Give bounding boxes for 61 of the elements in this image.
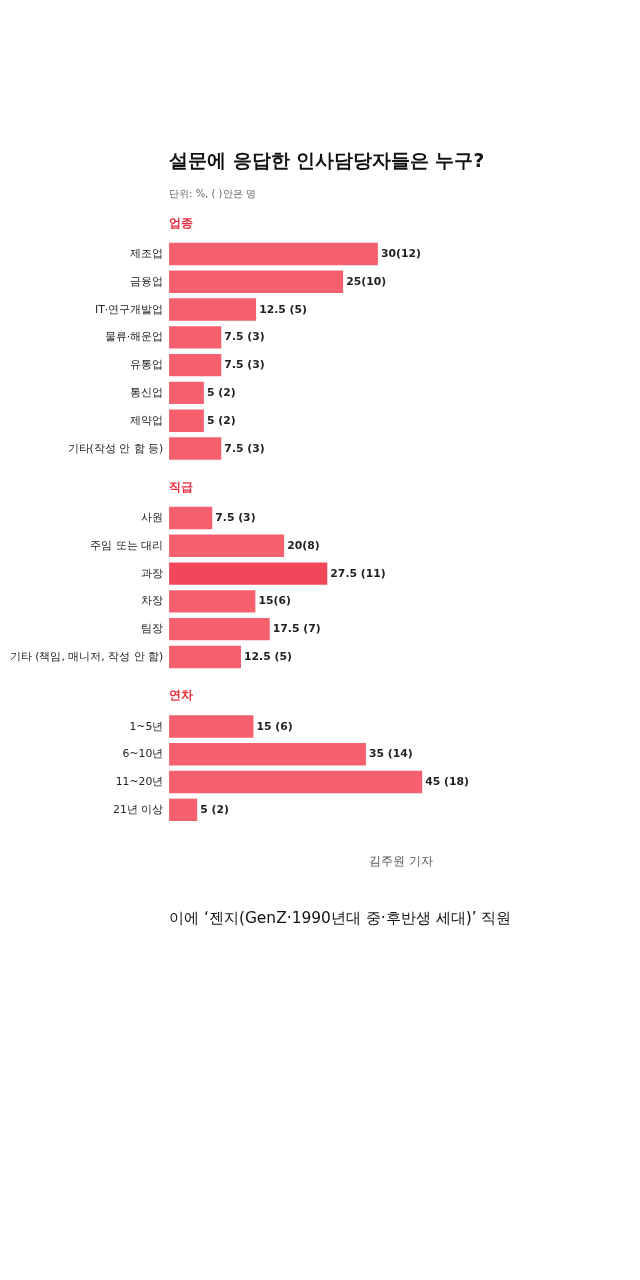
y-tick-label: 차장 [141,594,164,608]
data-label: 45 (18) [425,775,469,789]
y-tick-label: 사원 [141,511,164,525]
data-label: 15(6) [258,594,291,608]
y-tick-label: 통신업 [130,386,164,400]
data-label: 7.5 (3) [215,511,256,525]
y-tick-label: IT·연구개발업 [95,302,164,316]
y-tick-label: 주임 또는 대리 [90,538,164,552]
bar [169,590,256,613]
text: 업종 [169,215,194,230]
bar [169,562,328,585]
bar [169,270,344,293]
chart-title: 연차 [169,688,194,703]
y-tick-label: 1~5년 [129,719,164,733]
y-tick-label: 6~10년 [122,747,164,761]
data-label: 7.5 (3) [224,358,265,372]
data-label: 30(12) [380,247,421,261]
y-tick-label: 팀장 [141,622,164,636]
bar [169,381,204,405]
bar [169,617,270,641]
y-tick-label: 기타 (책임, 매니저, 작성 안 함) [9,650,164,664]
y-tick-label: 21년 이상 [113,802,164,816]
bar [169,298,257,321]
data-label: 5 (2) [206,386,236,400]
bar [169,506,213,530]
chart-title: 직급 [169,479,194,494]
bar [169,715,254,738]
y-tick-label: 제약업 [130,413,164,427]
bar [169,770,423,794]
chart-title: 설문에 응답한 인사담당자들은 누구? [169,149,485,171]
bar [169,645,241,669]
data-label: 35 (14) [369,747,413,761]
data-label: 27.5 (11) [330,566,386,580]
bar [169,798,198,822]
y-tick-label: 기타(작성 안 함 등) [67,441,164,455]
bar [169,534,285,557]
data-label: 15 (6) [256,719,293,733]
y-tick-label: 금융업 [130,274,164,288]
y-tick-label: 과장 [141,566,164,580]
data-label: 20(8) [287,538,320,552]
data-label: 17.5 (7) [272,622,321,636]
text: 김주원 기자 [368,854,433,869]
chart-subtitle: 단위: %, ( )안은 명 [169,187,256,199]
data-label: 12.5 (5) [259,302,307,316]
bar [169,409,204,432]
data-label: 5 (2) [200,802,229,816]
y-tick-label: 제조업 [130,247,164,261]
bar [169,743,366,766]
data-label: 12.5 (5) [244,650,292,664]
bar [169,242,378,266]
y-tick-label: 11~20년 [115,775,164,789]
data-label: 7.5 (3) [224,441,265,455]
y-tick-label: 유통업 [130,358,164,372]
bar [169,437,222,460]
text: 이에 ‘젠지(GenZ·1990년대 중·후반생 세대)’ 직원 [169,909,512,928]
data-label: 25(10) [346,274,387,288]
data-label: 7.5 (3) [224,330,265,344]
data-label: 5 (2) [206,413,236,427]
y-tick-label: 물류·해운업 [104,330,164,344]
bar [169,353,222,377]
bar [169,326,222,349]
